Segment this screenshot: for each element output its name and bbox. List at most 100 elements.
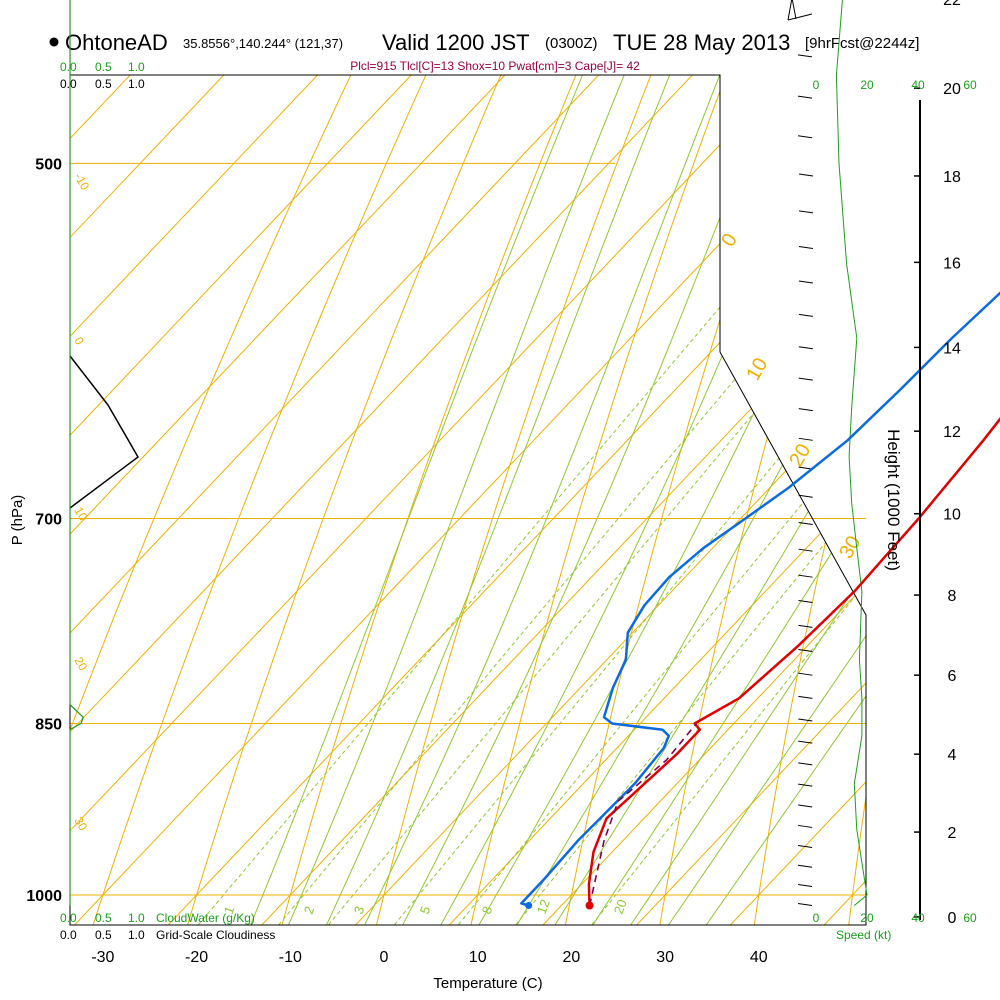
spd-top-20: 20 bbox=[860, 78, 874, 92]
wind-barb bbox=[798, 246, 814, 250]
isotherm-line bbox=[70, 75, 866, 925]
station-coords: 35.8556°,140.244° (121,37) bbox=[183, 36, 343, 51]
cw-bot-1: 1.0 bbox=[128, 911, 145, 925]
spd-top-60: 60 bbox=[963, 78, 977, 92]
wind-barb bbox=[798, 313, 813, 317]
wind-barb bbox=[798, 346, 813, 350]
spd-bot-60: 60 bbox=[963, 911, 977, 925]
speed-top-axis: 0 20 40 60 bbox=[813, 78, 977, 92]
dry-adiabat bbox=[845, 75, 866, 925]
wind-barb bbox=[798, 548, 813, 552]
valid-label: Valid 1200 JST bbox=[382, 30, 530, 55]
plot-frame bbox=[69, 74, 867, 926]
height-tick-label: 10 bbox=[943, 507, 961, 524]
spd-top-40: 40 bbox=[911, 78, 925, 92]
height-tick-label: 14 bbox=[943, 340, 961, 357]
wind-barb bbox=[798, 377, 813, 381]
cl-bot-0: 0.0 bbox=[60, 928, 77, 942]
dry-adiabat-label: 30 bbox=[835, 532, 865, 562]
wind-barb bbox=[797, 54, 813, 58]
station-marker-icon bbox=[49, 37, 59, 47]
wind-barb bbox=[797, 884, 813, 888]
series-parcel-line bbox=[588, 722, 698, 906]
mixing-ratio-line bbox=[179, 75, 866, 925]
wind-barb bbox=[798, 574, 813, 578]
moist-adiabat-label: 0 bbox=[71, 335, 87, 348]
wind-barb bbox=[798, 824, 813, 828]
wind-barb bbox=[787, 13, 813, 21]
cloudiness-curve bbox=[69, 355, 139, 509]
pressure-tick-label: 700 bbox=[35, 512, 62, 529]
height-tick-label: 20 bbox=[943, 81, 961, 98]
spd-top-0: 0 bbox=[813, 78, 820, 92]
wind-barb bbox=[798, 408, 813, 412]
dry-adiabat bbox=[370, 75, 866, 925]
series-temperature-line bbox=[587, 417, 1000, 906]
cw-top-05: 0.5 bbox=[95, 60, 112, 74]
moist-adiabat bbox=[578, 75, 866, 925]
cw-top-1: 1.0 bbox=[128, 60, 145, 74]
cl-top-05: 0.5 bbox=[95, 77, 112, 91]
isobar-lines bbox=[70, 162, 866, 896]
dry-adiabat bbox=[465, 75, 866, 925]
dry-adiabat bbox=[941, 0, 1000, 947]
series-dewpoint-line bbox=[520, 291, 1000, 907]
moist-adiabat-label: 10 bbox=[71, 505, 90, 524]
cl-bot-1: 1.0 bbox=[128, 928, 145, 942]
mixing-ratio-line bbox=[260, 75, 866, 925]
temperature-tick-label: 10 bbox=[469, 949, 487, 966]
mixing-ratio-label: 3 bbox=[351, 904, 368, 916]
mixing-ratio-line bbox=[574, 75, 866, 925]
isotherm-line bbox=[70, 75, 866, 925]
mixing-ratio-line bbox=[498, 75, 866, 925]
dry-adiabat-label: 10 bbox=[742, 354, 772, 384]
dry-adiabat bbox=[560, 75, 866, 925]
wind-barb bbox=[798, 522, 813, 526]
speed-axis-label: Speed (kt) bbox=[836, 928, 891, 942]
isotherm-line bbox=[70, 75, 866, 925]
wind-barb bbox=[798, 280, 813, 284]
wind-speed-profile bbox=[835, 0, 868, 906]
spd-bot-40: 40 bbox=[911, 911, 925, 925]
height-tick-label: 4 bbox=[948, 747, 957, 764]
wind-barb bbox=[798, 210, 814, 214]
temperature-tick-label: -20 bbox=[185, 949, 208, 966]
moist-adiabat bbox=[353, 75, 866, 925]
wind-barb bbox=[798, 718, 813, 722]
dry-adiabat-label: 20 bbox=[785, 440, 815, 470]
isotherm-line bbox=[512, 75, 866, 925]
isotherm-line bbox=[325, 75, 866, 925]
mixing-ratio-line bbox=[310, 75, 866, 925]
cloudwater-bottom-axis: 0.0 0.5 1.0 CloudWater (g/Kg) 0.0 0.5 1.… bbox=[60, 911, 275, 942]
dry-adiabat bbox=[70, 75, 705, 925]
wind-barb bbox=[797, 95, 813, 99]
cl-top-0: 0.0 bbox=[60, 77, 77, 91]
cl-top-1: 1.0 bbox=[128, 77, 145, 91]
mixing-ratio-label: 8 bbox=[479, 904, 496, 916]
temperature-tick-label: -30 bbox=[91, 949, 114, 966]
height-tick-label: 16 bbox=[943, 255, 961, 272]
cl-bot-05: 0.5 bbox=[95, 928, 112, 942]
cw-top-0: 0.0 bbox=[60, 60, 77, 74]
dry-adiabat-label: 0 bbox=[717, 230, 742, 251]
wind-barb bbox=[798, 845, 813, 849]
forecast-label: [9hrFcst@2244z] bbox=[805, 35, 919, 52]
mixing-ratio-label: 12 bbox=[534, 897, 553, 916]
wind-barb bbox=[798, 762, 813, 766]
dry-adiabat bbox=[275, 75, 866, 925]
isotherm-line bbox=[70, 75, 866, 925]
temperature-tick-label: -10 bbox=[279, 949, 302, 966]
mixing-ratio-label: 20 bbox=[611, 897, 630, 916]
moist-adiabat bbox=[540, 75, 866, 925]
wind-barb bbox=[798, 437, 813, 441]
mixing-ratio-label: 5 bbox=[417, 904, 434, 916]
isotherm-line bbox=[70, 75, 866, 925]
wind-barbs bbox=[787, 0, 814, 906]
isotherm-line bbox=[70, 75, 636, 925]
cw-bot-05: 0.5 bbox=[95, 911, 112, 925]
spd-bot-0: 0 bbox=[813, 911, 820, 925]
moist-adiabat-label: 20 bbox=[71, 655, 90, 674]
mixing-ratio-label: 1 bbox=[221, 904, 238, 916]
indices-line: Plcl=915 Tlcl[C]=13 Shox=10 Pwat[cm]=3 C… bbox=[350, 59, 640, 73]
